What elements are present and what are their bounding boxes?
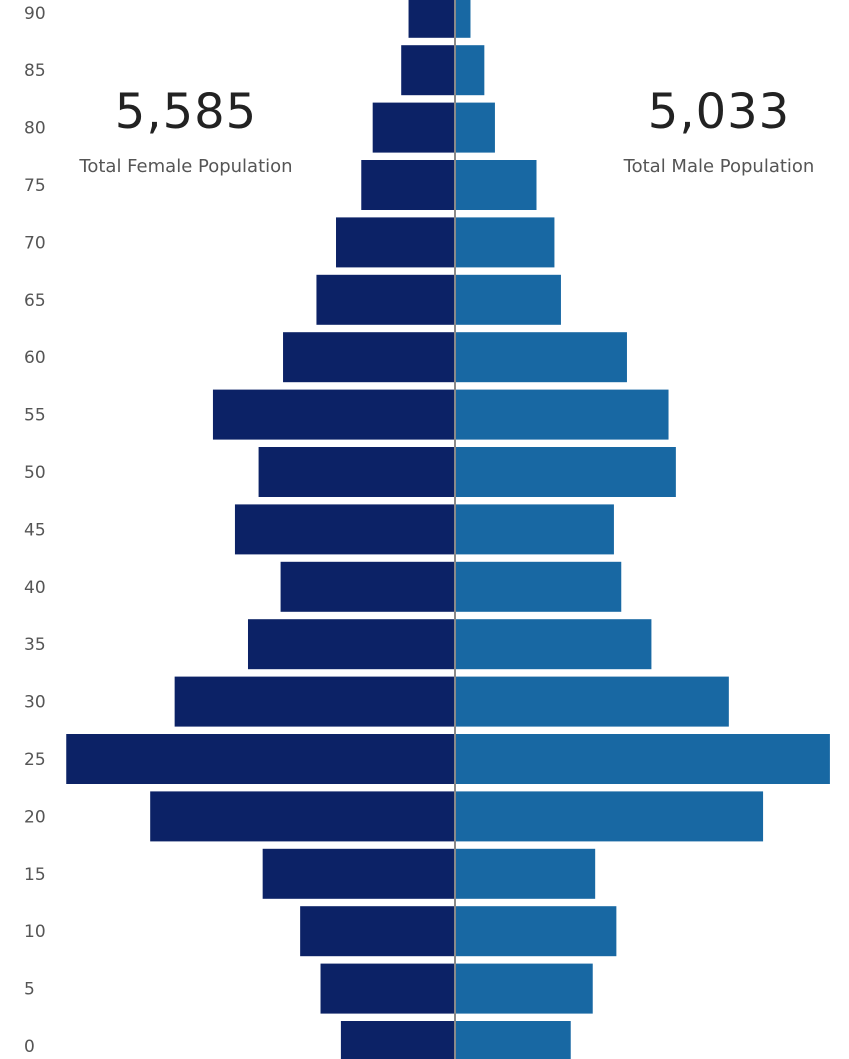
bar-male-85	[455, 45, 485, 96]
y-tick-label: 5	[24, 980, 35, 1000]
bar-female-5	[320, 963, 455, 1014]
bar-male-0	[455, 1021, 571, 1059]
bar-female-40	[280, 561, 455, 612]
bar-female-45	[234, 504, 455, 555]
y-tick-label: 30	[24, 693, 46, 713]
bar-male-55	[455, 389, 669, 440]
bar-female-85	[401, 45, 455, 96]
female-total-label: Total Female Population	[79, 156, 293, 177]
bar-female-20	[150, 791, 455, 842]
bar-female-15	[262, 848, 455, 899]
bar-female-25	[66, 734, 456, 784]
bar-male-10	[455, 906, 617, 957]
bar-male-75	[455, 160, 537, 210]
female-total-value: 5,585	[114, 84, 258, 140]
y-tick-label: 90	[24, 4, 46, 24]
bar-female-0	[340, 1021, 455, 1059]
y-tick-label: 10	[24, 922, 46, 942]
y-tick-label: 0	[24, 1037, 35, 1057]
bar-male-50	[455, 447, 676, 497]
y-tick-label: 60	[24, 348, 46, 368]
bar-female-90	[408, 0, 455, 38]
bar-female-65	[316, 274, 455, 325]
bar-male-25	[455, 734, 830, 784]
bar-male-90	[455, 0, 471, 38]
bar-female-80	[372, 102, 455, 153]
y-tick-label: 20	[24, 807, 46, 827]
bar-male-80	[455, 102, 495, 153]
bar-male-5	[455, 963, 593, 1014]
y-tick-label: 50	[24, 463, 46, 483]
y-tick-label: 40	[24, 578, 46, 598]
y-tick-label: 80	[24, 119, 46, 139]
y-tick-label: 15	[24, 865, 46, 885]
y-tick-label: 75	[24, 176, 46, 196]
bar-female-75	[361, 160, 455, 210]
bar-male-60	[455, 332, 627, 383]
bar-male-35	[455, 619, 652, 670]
bar-male-30	[455, 676, 729, 727]
y-tick-label: 55	[24, 406, 46, 426]
bar-male-15	[455, 848, 596, 899]
bar-female-10	[300, 906, 455, 957]
y-tick-label: 35	[24, 635, 46, 655]
bar-female-70	[336, 217, 455, 268]
bar-male-45	[455, 504, 614, 555]
bar-female-35	[247, 619, 455, 670]
bar-female-50	[258, 447, 455, 497]
bar-male-40	[455, 561, 622, 612]
bar-male-20	[455, 791, 764, 842]
male-total-value: 5,033	[647, 84, 791, 140]
y-tick-label: 65	[24, 291, 46, 311]
y-tick-label: 25	[24, 750, 46, 770]
bar-female-60	[283, 332, 455, 383]
y-tick-label: 70	[24, 233, 46, 253]
y-tick-label: 85	[24, 61, 46, 81]
bar-male-65	[455, 274, 561, 325]
y-tick-label: 45	[24, 520, 46, 540]
bar-female-55	[212, 389, 455, 440]
bar-male-70	[455, 217, 555, 268]
bar-female-30	[174, 676, 455, 727]
male-total-label: Total Male Population	[623, 156, 815, 177]
